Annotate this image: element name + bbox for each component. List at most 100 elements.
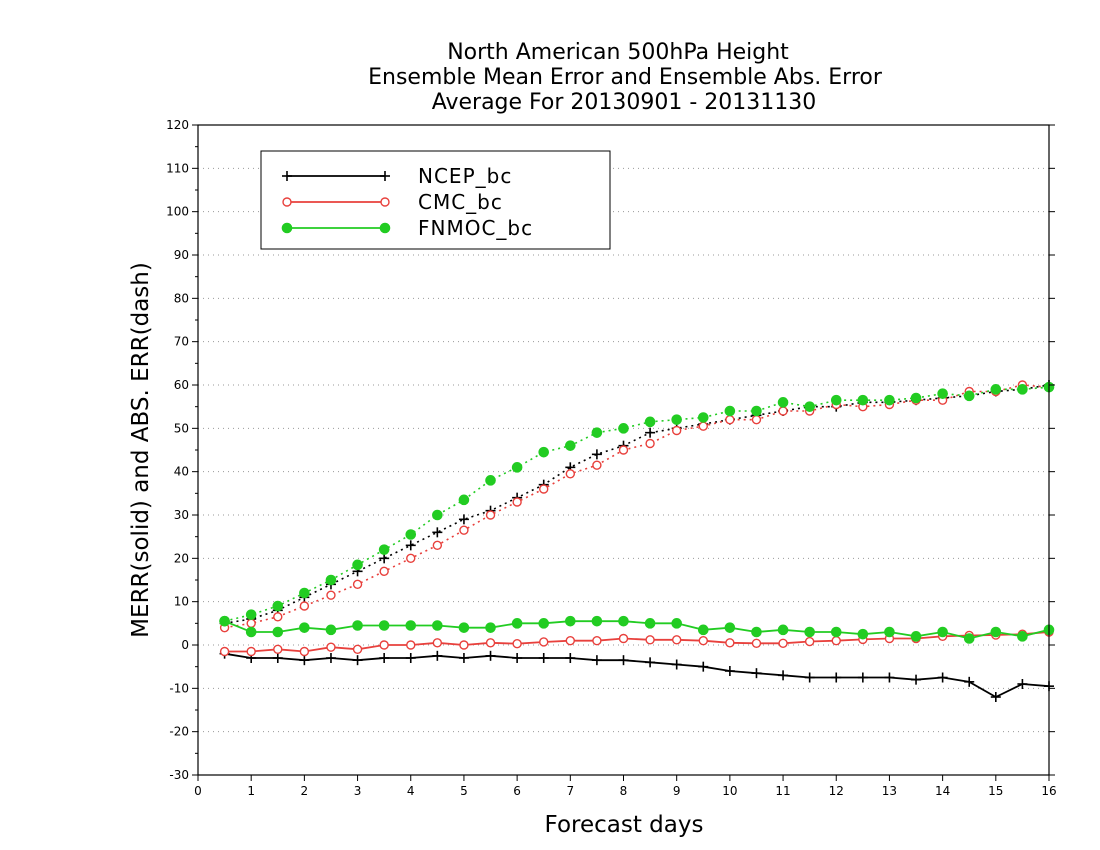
point-cmc-bc-abs-err: [618, 445, 629, 455]
line-fnmoc-bc-abs-err: [224, 386, 1050, 622]
x-tick-label: 0: [194, 784, 202, 798]
point-fnmoc-bc-merr: [751, 626, 762, 638]
point-fnmoc-bc-merr: [990, 626, 1002, 638]
legend-marker: [281, 222, 293, 234]
point-ncep-bc-merr: [964, 676, 975, 687]
title-line-1: North American 500hPa Height: [447, 40, 789, 65]
point-fnmoc-bc-merr: [857, 628, 869, 640]
x-tick-label: 13: [882, 784, 897, 798]
y-axis-title: MERR(solid) and ABS. ERR(dash): [128, 262, 154, 638]
point-fnmoc-bc-merr: [963, 633, 975, 644]
legend-item-cmc-bc: CMC_bc: [282, 190, 502, 214]
point-fnmoc-bc-merr: [777, 624, 789, 636]
point-cmc-bc-abs-err: [432, 540, 443, 551]
point-ncep-bc-abs-err: [432, 527, 443, 538]
x-axis-title: Forecast days: [545, 812, 704, 838]
point-ncep-bc-abs-err: [591, 449, 602, 460]
point-cmc-bc-abs-err: [273, 612, 283, 622]
point-fnmoc-bc-abs-err: [405, 529, 417, 540]
point-cmc-bc-abs-err: [299, 601, 310, 611]
point-ncep-bc-merr: [485, 650, 496, 661]
title-line-3: Average For 20130901 - 20131130: [432, 90, 817, 115]
point-fnmoc-bc-merr: [671, 618, 682, 629]
point-cmc-bc-abs-err: [645, 438, 655, 449]
point-ncep-bc-merr: [911, 674, 922, 685]
x-tick-label: 15: [988, 784, 1003, 798]
point-fnmoc-bc-abs-err: [804, 401, 815, 412]
line-cmc-bc-abs-err: [224, 384, 1050, 629]
y-tick-label: 110: [166, 161, 189, 175]
point-fnmoc-bc-merr: [432, 620, 443, 631]
point-cmc-bc-merr: [671, 635, 682, 645]
x-tick-label: 9: [673, 784, 681, 798]
y-tick-label: 120: [166, 118, 189, 132]
point-fnmoc-bc-merr: [804, 626, 815, 638]
point-ncep-bc-merr: [618, 655, 629, 666]
point-cmc-bc-abs-err: [592, 460, 602, 470]
point-ncep-bc-abs-err: [405, 540, 416, 551]
point-ncep-bc-merr: [751, 668, 762, 679]
point-cmc-bc-merr: [352, 644, 363, 655]
point-cmc-bc-merr: [539, 637, 549, 647]
x-tick-label: 16: [1041, 784, 1056, 798]
point-cmc-bc-merr: [592, 635, 602, 646]
point-fnmoc-bc-abs-err: [963, 390, 975, 402]
point-cmc-bc-merr: [459, 640, 469, 650]
y-tick-label: 30: [174, 508, 189, 522]
point-cmc-bc-abs-err: [698, 421, 708, 431]
point-ncep-bc-merr: [299, 655, 310, 666]
point-fnmoc-bc-abs-err: [644, 416, 656, 428]
x-tick-label: 14: [935, 784, 950, 798]
point-fnmoc-bc-abs-err: [910, 392, 922, 404]
line-ncep-bc-abs-err: [224, 384, 1050, 625]
point-fnmoc-bc-merr: [511, 618, 523, 629]
point-fnmoc-bc-merr: [299, 622, 310, 633]
point-fnmoc-bc-merr: [697, 624, 709, 636]
point-fnmoc-bc-abs-err: [1017, 384, 1028, 395]
point-cmc-bc-abs-err: [485, 510, 496, 520]
point-fnmoc-bc-abs-err: [299, 587, 310, 599]
y-tick-label: 10: [174, 595, 189, 609]
point-cmc-bc-abs-err: [512, 497, 522, 507]
y-tick-label: 40: [174, 465, 189, 479]
legend-box: [260, 150, 611, 250]
point-cmc-bc-merr: [485, 638, 496, 648]
x-tick-label: 3: [354, 784, 362, 798]
point-cmc-bc-merr: [778, 638, 788, 648]
point-ncep-bc-merr: [990, 692, 1001, 702]
x-tick-label: 2: [301, 784, 309, 798]
point-fnmoc-bc-abs-err: [884, 394, 895, 406]
point-cmc-bc-merr: [379, 640, 389, 650]
point-fnmoc-bc-merr: [937, 626, 948, 638]
point-fnmoc-bc-abs-err: [990, 384, 1002, 395]
point-fnmoc-bc-abs-err: [432, 509, 443, 521]
point-ncep-bc-merr: [831, 672, 842, 683]
point-ncep-bc-merr: [884, 672, 895, 683]
point-fnmoc-bc-abs-err: [538, 446, 550, 458]
point-ncep-bc-abs-err: [458, 514, 469, 525]
point-fnmoc-bc-abs-err: [830, 394, 842, 406]
point-fnmoc-bc-merr: [1017, 631, 1028, 642]
point-ncep-bc-merr: [405, 653, 416, 663]
y-tick-label: 60: [174, 378, 189, 392]
point-cmc-bc-abs-err: [246, 618, 256, 629]
series-fnmoc-bc: [219, 381, 1055, 644]
x-tick-label: 5: [460, 784, 468, 798]
point-fnmoc-bc-merr: [538, 618, 550, 629]
point-fnmoc-bc-abs-err: [458, 494, 470, 506]
point-cmc-bc-abs-err: [379, 566, 389, 577]
point-cmc-bc-merr: [406, 640, 416, 650]
legend-marker: [379, 222, 391, 234]
point-ncep-bc-abs-err: [379, 553, 390, 564]
point-cmc-bc-merr: [618, 633, 629, 644]
point-fnmoc-bc-merr: [245, 626, 257, 638]
point-fnmoc-bc-abs-err: [751, 405, 762, 417]
point-cmc-bc-merr: [219, 646, 230, 657]
point-fnmoc-bc-abs-err: [565, 440, 576, 451]
point-fnmoc-bc-merr: [565, 615, 576, 627]
x-tick-label: 1: [247, 784, 255, 798]
point-fnmoc-bc-merr: [644, 618, 656, 629]
legend-label: FNMOC_bc: [418, 216, 533, 240]
legend-item-ncep-bc: NCEP_bc: [282, 164, 511, 188]
point-cmc-bc-merr: [432, 638, 443, 648]
